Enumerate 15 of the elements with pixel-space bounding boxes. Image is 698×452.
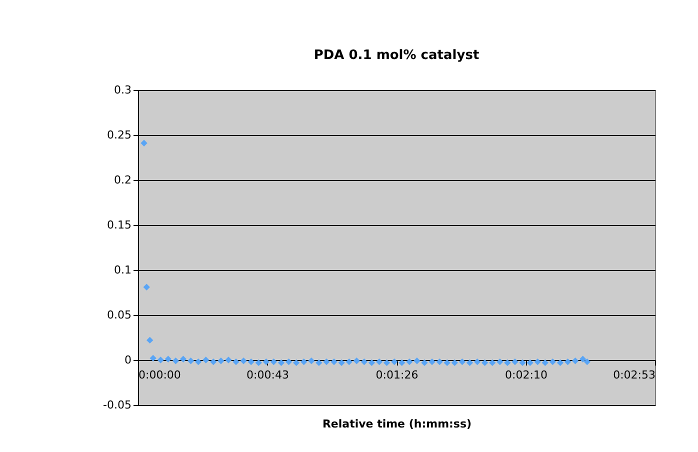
y-tick-label: 0.2 (114, 174, 132, 186)
y-tick-label: 0.05 (107, 308, 132, 322)
y-tick-label: 0.15 (107, 218, 132, 232)
y-tick-label: 0.25 (107, 128, 132, 142)
x-tick-label: 0:01:26 (376, 368, 418, 382)
y-tick-label: 0.1 (114, 264, 132, 276)
y-tick-label: -0.05 (103, 398, 132, 412)
y-tick-label: 0 (124, 354, 132, 366)
x-axis-title: Relative time (h:mm:ss) (322, 418, 472, 430)
x-tick-label: 0:02:53 (613, 368, 656, 382)
chart-title: PDA 0.1 mol% catalyst (314, 48, 480, 63)
x-tick-label: 0:02:10 (505, 368, 548, 382)
x-tick-label: 0:00:43 (246, 368, 289, 382)
x-tick-label: 0:00:00 (138, 368, 181, 382)
y-tick-label: 0.3 (114, 84, 132, 96)
